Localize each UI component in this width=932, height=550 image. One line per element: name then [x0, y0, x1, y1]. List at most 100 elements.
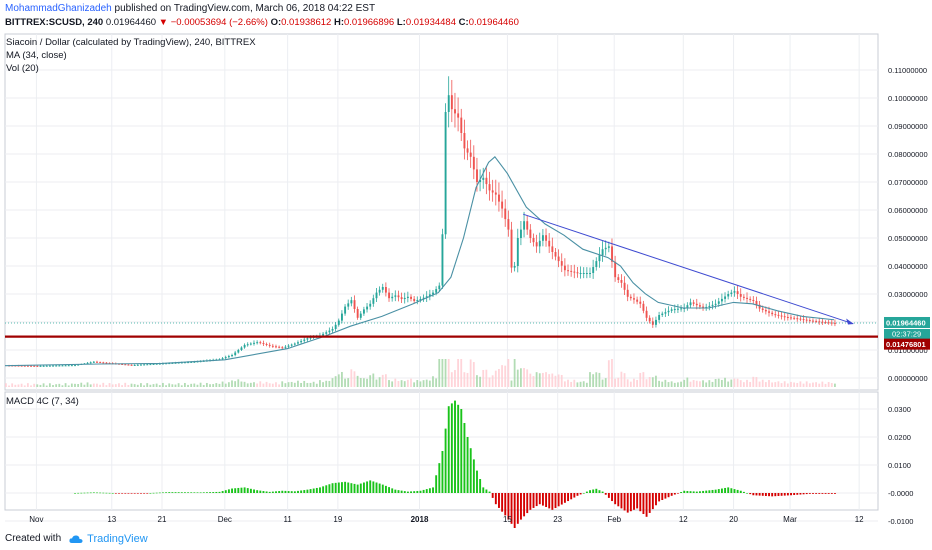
volume-bar [708, 380, 711, 387]
volume-bar [516, 369, 519, 387]
volume-bar [592, 374, 595, 387]
candle-body [224, 357, 227, 359]
volume-bar [284, 383, 287, 387]
macd-bar [152, 492, 155, 494]
ma-legend: MA (34, close) [6, 50, 67, 61]
volume-bar [485, 369, 488, 387]
candle-body [771, 312, 774, 315]
volume-bar [227, 382, 230, 387]
candle-body [350, 300, 353, 304]
volume-bar [714, 379, 717, 387]
volume-bar [695, 380, 698, 387]
macd-bar [689, 491, 692, 493]
volume-bar [52, 385, 54, 387]
macd-bar [554, 493, 557, 509]
candle-body [821, 321, 824, 323]
candle-body [325, 332, 328, 334]
candle-body [48, 365, 51, 367]
chart-area[interactable]: 0.000000000.010000000.020000000.03000000… [0, 32, 932, 530]
volume-bar [799, 381, 802, 387]
volume-bar [614, 378, 617, 387]
macd-bar [777, 493, 780, 496]
macd-bar [469, 448, 472, 493]
macd-bar [187, 492, 190, 493]
volume-bar [362, 378, 365, 387]
tradingview-logo[interactable]: TradingView [69, 530, 148, 548]
volume-bar [834, 383, 836, 387]
volume-bar [99, 384, 102, 387]
volume-bar [554, 375, 557, 387]
volume-bar [589, 372, 591, 387]
candle-body [557, 256, 560, 262]
candle-body [26, 365, 29, 367]
volume-bar [205, 382, 208, 387]
price-pane[interactable] [4, 33, 879, 391]
volume-bar [689, 381, 692, 387]
macd-bar [168, 492, 171, 493]
y-tick-label: 0.08000000 [888, 150, 928, 159]
candle-body [366, 306, 369, 310]
macd-bar [218, 491, 221, 493]
macd-bar [190, 492, 193, 493]
macd-bar [413, 491, 416, 493]
macd-bar [720, 488, 723, 493]
macd-bar [673, 493, 676, 495]
candle-body [579, 273, 582, 274]
author-link[interactable]: MohammadGhanizadeh [5, 3, 112, 14]
macd-bar [86, 492, 89, 494]
macd-bar [535, 493, 538, 507]
candle-body [457, 113, 460, 118]
volume-bar [165, 385, 167, 387]
symbol-label: BITTREX:SCUSD, 240 [5, 17, 104, 28]
macd-bar [601, 491, 604, 493]
candle-body [268, 344, 271, 346]
volume-bar [573, 379, 576, 387]
candle-body [532, 238, 535, 243]
candle-body [265, 343, 268, 345]
last-price: 0.01964460 [105, 17, 157, 28]
volume-bar [705, 382, 708, 387]
x-tick-label: 12 [855, 515, 864, 524]
candle-body [629, 296, 632, 299]
volume-bar [793, 382, 796, 387]
volume-bar [55, 384, 58, 387]
volume-bar [177, 383, 180, 387]
candle-body [623, 282, 626, 290]
macd-bar [99, 492, 102, 494]
candle-body [36, 365, 39, 367]
x-tick-label: 13 [107, 515, 116, 524]
volume-bar [636, 379, 638, 387]
macd-y-tick-label: 0.0300 [888, 405, 911, 414]
macd-bar [325, 485, 328, 493]
trendline[interactable] [522, 213, 854, 325]
macd-bar [224, 490, 227, 493]
volume-bar [724, 377, 726, 387]
volume-bar [334, 376, 337, 387]
candle-body [520, 229, 522, 238]
candle-body [504, 208, 507, 220]
candle-body [410, 296, 412, 299]
macd-bar [730, 488, 733, 493]
macd-bar [595, 488, 598, 493]
candle-body [253, 342, 255, 344]
volume-bar [224, 383, 227, 387]
y-tick-label: 0.05000000 [888, 234, 928, 243]
volume-bar [579, 381, 582, 387]
volume-bar [595, 372, 598, 387]
candle-body [89, 362, 92, 364]
volume-bar [275, 382, 277, 387]
candle-body [278, 346, 281, 348]
candle-body [834, 322, 836, 324]
candle-body [592, 267, 595, 273]
candle-body [541, 235, 544, 241]
macd-title: MACD 4C (7, 34) [6, 396, 79, 407]
macd-bar [670, 493, 673, 496]
macd-bar [334, 482, 337, 493]
candle-body [466, 148, 469, 153]
macd-bar [498, 493, 500, 508]
macd-bar [391, 488, 394, 493]
candle-body [501, 201, 504, 209]
candle-body [322, 333, 325, 336]
vol-legend: Vol (20) [6, 63, 39, 74]
volume-bar [830, 383, 833, 387]
